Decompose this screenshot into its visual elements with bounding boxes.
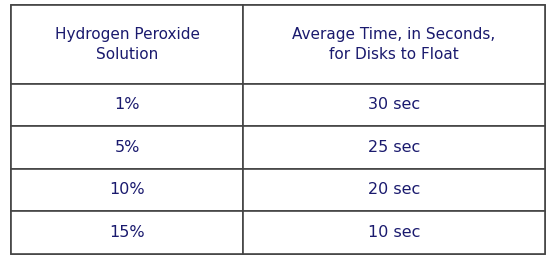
Bar [11, 169, 244, 211]
Bar [11, 211, 244, 254]
Text: 1%: 1% [115, 97, 140, 112]
Text: 15%: 15% [110, 225, 145, 240]
Text: 10%: 10% [110, 182, 145, 197]
Bar [244, 211, 545, 254]
Bar [244, 126, 545, 169]
Bar [244, 169, 545, 211]
Bar [11, 5, 244, 83]
Text: 25 sec: 25 sec [368, 140, 420, 155]
Bar [244, 5, 545, 83]
Bar [11, 83, 244, 126]
Text: 30 sec: 30 sec [368, 97, 420, 112]
Text: Hydrogen Peroxide
Solution: Hydrogen Peroxide Solution [54, 27, 200, 62]
Text: Average Time, in Seconds,
for Disks to Float: Average Time, in Seconds, for Disks to F… [292, 27, 496, 62]
Bar [11, 126, 244, 169]
Bar [244, 83, 545, 126]
Text: 5%: 5% [115, 140, 140, 155]
Text: 10 sec: 10 sec [368, 225, 420, 240]
Text: 20 sec: 20 sec [368, 182, 420, 197]
